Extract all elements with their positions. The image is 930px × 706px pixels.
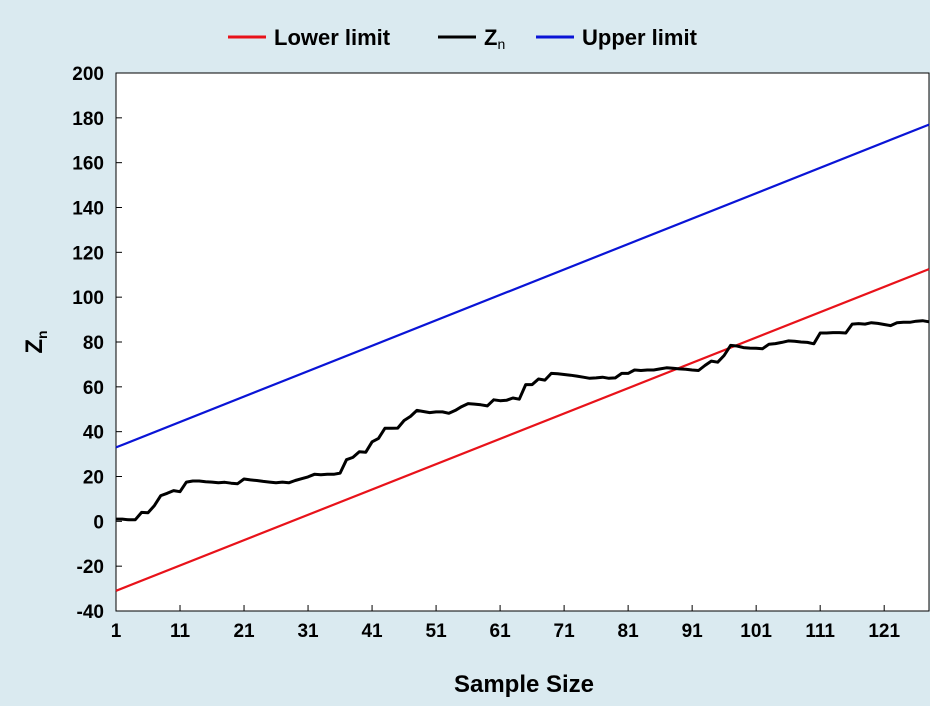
series-line-lower-limit (115, 268, 930, 592)
y-tick-label: -20 (77, 557, 104, 578)
x-tick-label: 21 (233, 621, 255, 642)
y-tick-label: 140 (72, 199, 104, 220)
x-tick-label: 41 (361, 621, 383, 642)
legend: Lower limit Zn Upper limit (228, 25, 698, 52)
y-tick-label: 60 (83, 378, 104, 399)
x-tick-label: 111 (805, 621, 835, 642)
y-tick-label: 0 (93, 512, 104, 533)
y-tick-label: 120 (72, 243, 104, 264)
y-axis-title: Zn (21, 330, 50, 353)
y-tick-label: 100 (72, 288, 104, 309)
y-tick-label: 80 (83, 333, 104, 354)
x-tick-label: 101 (740, 621, 772, 642)
y-tick-label: 20 (83, 468, 104, 489)
y-tick-label: -40 (77, 602, 104, 623)
y-axis-ticks: -40 -20 0 20 40 60 80 100 120 140 160 180 200 (72, 64, 122, 623)
x-tick-label: 51 (426, 621, 448, 642)
x-axis-title: Sample Size (454, 671, 594, 698)
x-tick-label: 31 (297, 621, 319, 642)
legend-label: Upper limit (582, 25, 698, 50)
x-tick-label: 81 (618, 621, 640, 642)
y-tick-label: 160 (72, 154, 104, 175)
y-tick-label: 180 (72, 109, 104, 130)
x-tick-label: 71 (554, 621, 576, 642)
series-line-upper-limit (115, 123, 930, 449)
x-tick-label: 1 (111, 621, 122, 642)
legend-label: Zn (484, 25, 505, 52)
legend-label: Lower limit (274, 25, 391, 50)
x-tick-label: 121 (868, 621, 900, 642)
x-axis-ticks: 1 11 21 31 41 51 61 71 81 91 101 111 121 (111, 605, 900, 642)
series-layer (115, 123, 930, 592)
x-tick-label: 11 (170, 621, 191, 642)
series-line-zn (116, 319, 930, 522)
y-tick-label: 200 (72, 64, 104, 85)
y-tick-label: 40 (83, 423, 104, 444)
x-tick-label: 91 (682, 621, 704, 642)
x-tick-label: 61 (490, 621, 512, 642)
